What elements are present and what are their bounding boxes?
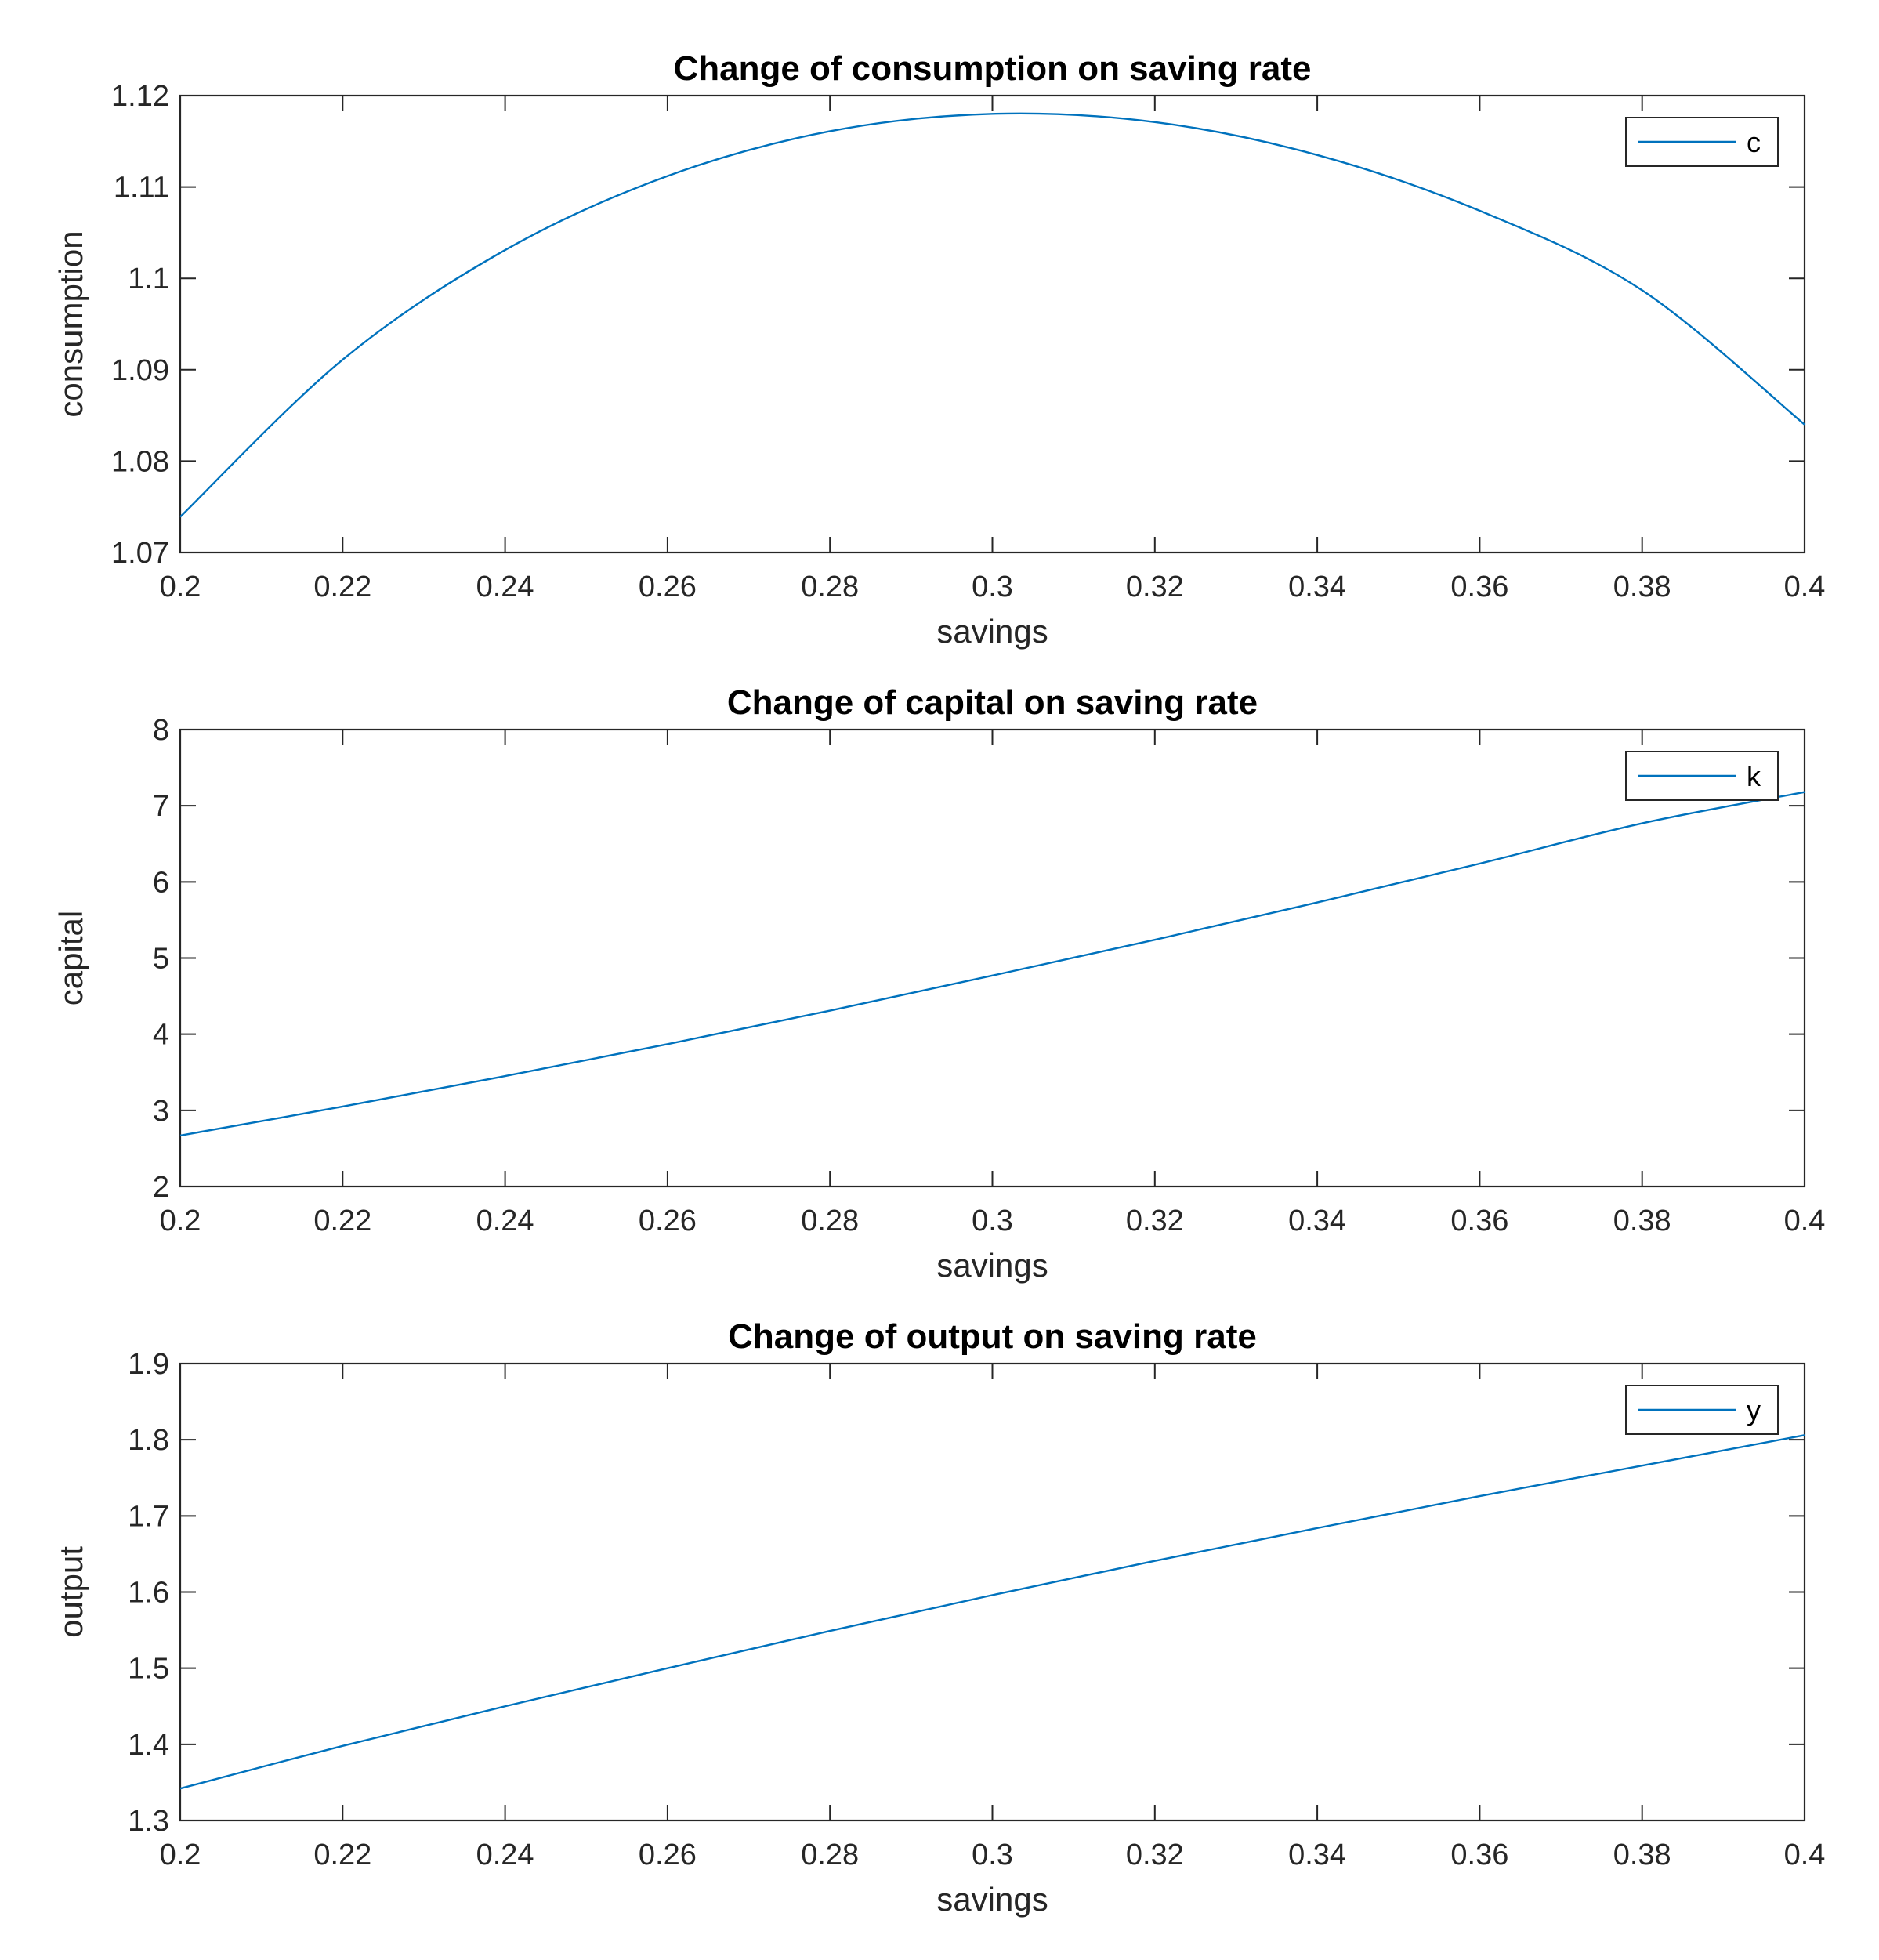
consumption-x-tick-label: 0.28 (801, 571, 859, 603)
capital-y-tick-label: 3 (153, 1095, 169, 1128)
consumption-x-tick-label: 0.26 (639, 571, 697, 603)
capital-x-tick-label: 0.24 (476, 1205, 534, 1237)
consumption-y-tick-label: 1.11 (114, 172, 169, 205)
output-x-tick-label: 0.36 (1450, 1839, 1508, 1871)
output-x-tick-label: 0.22 (313, 1839, 371, 1871)
consumption-x-axis-label: savings (936, 613, 1048, 650)
output-series-line-y (179, 1434, 1805, 1790)
output-y-tick-label: 1.6 (128, 1577, 169, 1610)
capital-x-tick-label: 0.38 (1613, 1205, 1671, 1237)
output-y-tick-label: 1.8 (128, 1424, 169, 1457)
subplot-capital: 0.2 0.22 0.24 0.26 0.28 0.3 0.32 0.34 0.36 0.38 0.… (52, 683, 1825, 1284)
capital-x-tick-label: 0.22 (313, 1205, 371, 1237)
capital-x-tick-label: 0.26 (639, 1205, 697, 1237)
output-y-tick-label: 1.5 (128, 1653, 169, 1686)
consumption-axes-box (179, 94, 1806, 554)
capital-x-tick-label: 0.34 (1288, 1205, 1346, 1237)
consumption-y-tick-label: 1.07 (111, 537, 169, 570)
output-y-tick-label: 1.9 (128, 1348, 169, 1381)
consumption-x-tick-label: 0.34 (1288, 571, 1346, 603)
capital-axes-box (179, 728, 1806, 1188)
output-x-axis-label: savings (936, 1881, 1048, 1918)
consumption-y-tick-label: 1.12 (111, 80, 169, 113)
output-axes-box (179, 1362, 1806, 1822)
capital-series-line-k (179, 791, 1805, 1137)
capital-y-tick-label: 6 (153, 866, 169, 899)
capital-y-ticks: 2 3 4 5 6 7 8 (153, 714, 1805, 1204)
output-y-ticks: 1.3 1.4 1.5 1.6 1.7 1.8 1.9 (128, 1348, 1805, 1838)
capital-y-axis-label: capital (52, 911, 89, 1005)
consumption-x-tick-label: 0.3 (972, 571, 1013, 603)
output-y-axis-label: output (52, 1546, 89, 1638)
consumption-y-ticks: 1.07 1.08 1.09 1.1 1.11 1.12 (111, 80, 1805, 570)
consumption-y-tick-label: 1.09 (111, 354, 169, 387)
consumption-x-tick-label: 0.36 (1450, 571, 1508, 603)
consumption-series-line-c (179, 112, 1805, 518)
consumption-y-tick-label: 1.1 (128, 263, 169, 295)
output-x-tick-label: 0.28 (801, 1839, 859, 1871)
output-x-tick-label: 0.3 (972, 1839, 1013, 1871)
consumption-legend: c (1625, 117, 1779, 167)
output-x-tick-label: 0.2 (160, 1839, 201, 1871)
capital-x-tick-label: 0.36 (1450, 1205, 1508, 1237)
capital-y-tick-label: 4 (153, 1019, 169, 1052)
capital-x-tick-label: 0.3 (972, 1205, 1013, 1237)
capital-y-tick-label: 7 (153, 790, 169, 823)
capital-x-tick-label: 0.4 (1784, 1205, 1826, 1237)
output-legend-label: y (1747, 1394, 1761, 1426)
output-y-tick-label: 1.7 (128, 1500, 169, 1533)
output-chart-title: Change of output on saving rate (728, 1317, 1257, 1356)
consumption-x-tick-label: 0.2 (160, 571, 201, 603)
capital-legend: k (1625, 751, 1779, 801)
capital-x-axis-label: savings (936, 1247, 1048, 1284)
output-legend: y (1625, 1385, 1779, 1435)
capital-x-tick-label: 0.2 (160, 1205, 201, 1237)
output-x-tick-label: 0.34 (1288, 1839, 1346, 1871)
consumption-chart-title: Change of consumption on saving rate (673, 49, 1311, 88)
capital-x-ticks: 0.2 0.22 0.24 0.26 0.28 0.3 0.32 0.34 0.36 0.38 0.… (160, 730, 1826, 1237)
consumption-x-tick-label: 0.4 (1784, 571, 1826, 603)
consumption-x-tick-label: 0.32 (1126, 571, 1184, 603)
output-x-ticks: 0.2 0.22 0.24 0.26 0.28 0.3 0.32 0.34 0.36 0.38 0.… (160, 1364, 1826, 1871)
output-x-tick-label: 0.24 (476, 1839, 534, 1871)
capital-y-tick-label: 2 (153, 1171, 169, 1204)
capital-chart-title: Change of capital on saving rate (727, 683, 1258, 722)
consumption-legend-label: c (1747, 126, 1761, 158)
capital-y-tick-label: 8 (153, 714, 169, 747)
consumption-x-tick-label: 0.22 (313, 571, 371, 603)
output-y-tick-label: 1.4 (128, 1729, 169, 1762)
output-x-tick-label: 0.32 (1126, 1839, 1184, 1871)
consumption-x-ticks: 0.2 0.22 0.24 0.26 0.28 0.3 0.32 0.34 0.36 0.38 0.… (160, 96, 1826, 603)
consumption-x-tick-label: 0.38 (1613, 571, 1671, 603)
capital-x-tick-label: 0.32 (1126, 1205, 1184, 1237)
subplot-output: 0.2 0.22 0.24 0.26 0.28 0.3 0.32 0.34 0.36 0.38 0.… (52, 1317, 1825, 1918)
capital-legend-label: k (1747, 760, 1761, 792)
capital-y-tick-label: 5 (153, 943, 169, 976)
capital-x-tick-label: 0.28 (801, 1205, 859, 1237)
output-y-tick-label: 1.3 (128, 1805, 169, 1838)
subplot-consumption: 0.2 0.22 0.24 0.26 0.28 0.3 0.32 0.34 0.36 0.38 0.… (52, 49, 1825, 650)
output-x-tick-label: 0.4 (1784, 1839, 1826, 1871)
output-x-tick-label: 0.38 (1613, 1839, 1671, 1871)
consumption-x-tick-label: 0.24 (476, 571, 534, 603)
consumption-y-axis-label: consumption (52, 230, 89, 417)
output-x-tick-label: 0.26 (639, 1839, 697, 1871)
consumption-y-tick-label: 1.08 (111, 445, 169, 478)
